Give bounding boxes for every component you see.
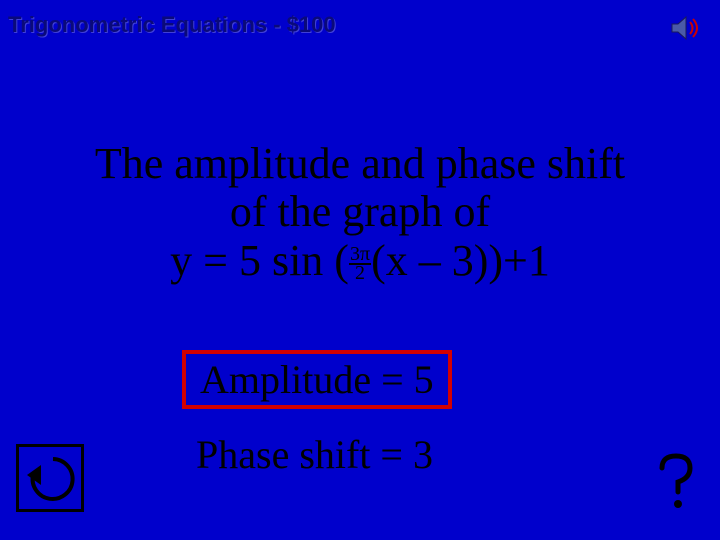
speaker-icon[interactable] (670, 14, 702, 42)
answer-phase: Phase shift = 3 (182, 429, 447, 480)
question-line-1: The amplitude and phase shift (0, 140, 720, 188)
fraction-denominator: 2 (349, 265, 371, 282)
eq-pre: y = 5 sin ( (170, 236, 349, 285)
question-line-3: y = 5 sin (3π2(x – 3))+1 (0, 237, 720, 285)
question-mark-icon (654, 452, 696, 512)
back-button[interactable] (16, 444, 84, 512)
back-arrow-icon (23, 451, 77, 505)
question-line-2: of the graph of (0, 188, 720, 236)
eq-post: (x – 3))+1 (371, 236, 550, 285)
answers-block: Amplitude = 5 Phase shift = 3 (182, 350, 452, 500)
question-block: The amplitude and phase shift of the gra… (0, 140, 720, 285)
answer-amplitude: Amplitude = 5 (182, 350, 452, 409)
title-bar: Trigonometric Equations - $100 (0, 0, 720, 50)
help-button[interactable] (654, 452, 696, 512)
fraction: 3π2 (349, 246, 371, 282)
slide-title: Trigonometric Equations - $100 (8, 12, 336, 38)
